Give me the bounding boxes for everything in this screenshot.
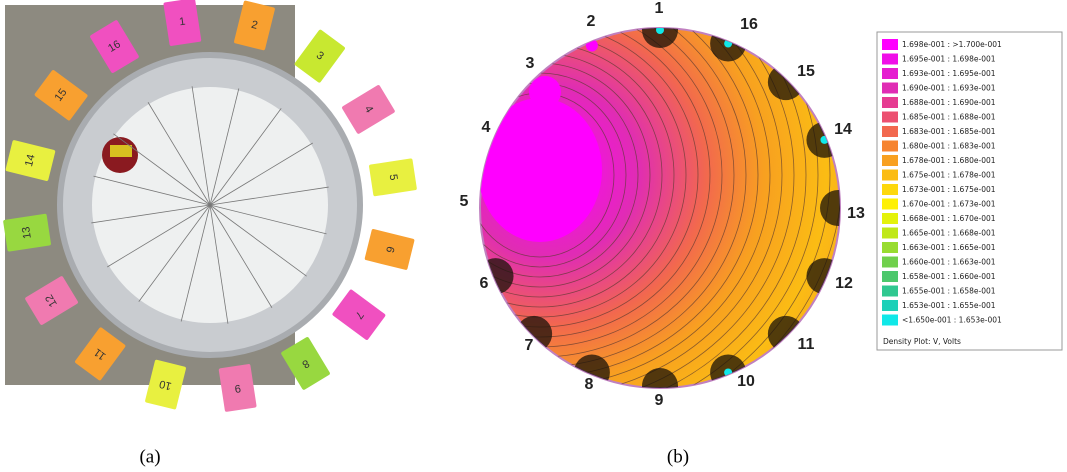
legend-label: 1.690e-001 : 1.693e-001	[902, 84, 996, 93]
legend-label: 1.655e-001 : 1.658e-001	[902, 287, 996, 296]
legend-swatch	[882, 257, 898, 268]
legend-label: 1.678e-001 : 1.680e-001	[902, 156, 996, 165]
legend-label: 1.683e-001 : 1.685e-001	[902, 127, 996, 136]
caption: (b)	[667, 446, 689, 467]
legend-label: 1.675e-001 : 1.678e-001	[902, 171, 996, 180]
caption: (a)	[139, 446, 160, 467]
legend-swatch	[882, 155, 898, 166]
legend-title: Density Plot: V, Volts	[883, 337, 961, 346]
electrode-zone	[516, 316, 552, 352]
electrode-label: 3	[526, 55, 535, 72]
electrode-label: 12	[835, 275, 853, 292]
legend-swatch	[882, 97, 898, 108]
tag: 4	[341, 84, 395, 134]
legend-swatch	[882, 213, 898, 224]
legend-label: 1.658e-001 : 1.660e-001	[902, 272, 996, 281]
figure-canvas: 12345678910111213141516 1.698e-001 : >1.…	[0, 0, 1067, 472]
tag: 9	[219, 364, 257, 412]
legend-label: 1.680e-001 : 1.683e-001	[902, 142, 996, 151]
electrode-label: 15	[797, 63, 815, 80]
electrode-label: 6	[480, 275, 489, 292]
legend-swatch	[882, 39, 898, 50]
electrode-label: 14	[834, 121, 852, 138]
legend-swatch	[882, 271, 898, 282]
electrode-label: 8	[585, 376, 594, 393]
legend-label: 1.698e-001 : >1.700e-001	[902, 40, 1002, 49]
legend-swatch	[882, 300, 898, 311]
legend-label: 1.653e-001 : 1.655e-001	[902, 301, 996, 310]
electrode-label: 4	[482, 119, 491, 136]
legend-swatch	[882, 170, 898, 181]
tag: 3	[294, 29, 346, 83]
legend-swatch	[882, 184, 898, 195]
legend-swatch	[882, 126, 898, 137]
electrode-label: 10	[737, 373, 755, 390]
legend-label: 1.665e-001 : 1.668e-001	[902, 229, 996, 238]
legend-label: 1.693e-001 : 1.695e-001	[902, 69, 996, 78]
legend-label: 1.685e-001 : 1.688e-001	[902, 113, 996, 122]
legend-label: <1.650e-001 : 1.653e-001	[902, 316, 1002, 325]
legend-label: 1.663e-001 : 1.665e-001	[902, 243, 996, 252]
legend-swatch	[882, 242, 898, 253]
tag: 5	[369, 158, 417, 196]
tag-label: 13	[20, 226, 34, 240]
electrode-label: 1	[655, 0, 664, 17]
legend-swatch	[882, 228, 898, 239]
tag: 13	[3, 214, 51, 252]
legend-swatch	[882, 199, 898, 210]
figure: 12345678910111213141516 1.698e-001 : >1.…	[0, 0, 1067, 472]
legend-label: 1.660e-001 : 1.663e-001	[902, 258, 996, 267]
electrode-label: 2	[587, 13, 596, 30]
electrode-label: 16	[740, 16, 758, 33]
legend-swatch	[882, 68, 898, 79]
legend-swatch	[882, 54, 898, 65]
legend-swatch	[882, 315, 898, 326]
legend-swatch	[882, 141, 898, 152]
legend-label: 1.670e-001 : 1.673e-001	[902, 200, 996, 209]
legend-swatch	[882, 83, 898, 94]
electrode-label: 7	[525, 337, 534, 354]
electrode-label: 9	[655, 392, 664, 409]
legend-swatch	[882, 286, 898, 297]
legend-label: 1.688e-001 : 1.690e-001	[902, 98, 996, 107]
tag: 1	[163, 0, 201, 46]
electrode-label: 13	[847, 205, 865, 222]
tag: 6	[364, 229, 414, 271]
legend-label: 1.695e-001 : 1.698e-001	[902, 55, 996, 64]
legend-label: 1.673e-001 : 1.675e-001	[902, 185, 996, 194]
tag: 7	[332, 289, 386, 341]
electrode-label: 5	[460, 193, 469, 210]
electrode-label: 11	[798, 336, 815, 353]
legend-swatch	[882, 112, 898, 123]
legend-label: 1.668e-001 : 1.670e-001	[902, 214, 996, 223]
